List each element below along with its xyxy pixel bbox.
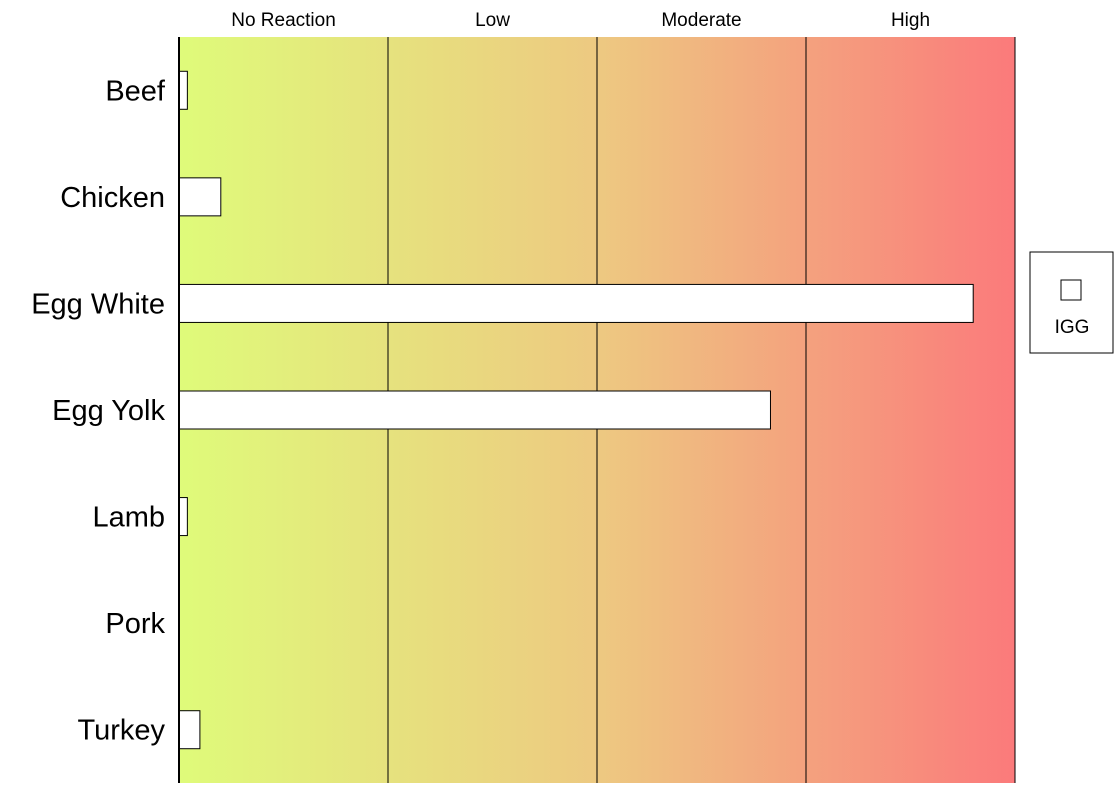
category-label: Beef xyxy=(105,75,166,107)
bar xyxy=(178,710,201,750)
band-label: No Reaction xyxy=(231,10,336,31)
band-labels: No Reaction Low Moderate High xyxy=(231,10,930,31)
category-label: Lamb xyxy=(92,502,165,534)
category-label: Chicken xyxy=(60,182,165,214)
band-label: Low xyxy=(475,10,510,31)
category-label: Pork xyxy=(105,608,165,640)
legend-box xyxy=(1029,251,1114,354)
category-label: Egg Yolk xyxy=(52,395,165,427)
legend-label: IGG xyxy=(1055,317,1090,338)
band-label: High xyxy=(891,10,930,31)
category-labels: Beef Chicken Egg White Egg Yolk Lamb Pork Turk… xyxy=(31,75,166,746)
bar xyxy=(178,390,771,430)
bar xyxy=(178,283,974,323)
bar xyxy=(178,177,222,217)
bar xyxy=(178,70,188,110)
band-label: Moderate xyxy=(661,10,741,31)
bars xyxy=(178,70,974,750)
legend-swatch xyxy=(1060,279,1082,301)
bar xyxy=(178,497,188,537)
category-label: Egg White xyxy=(31,288,165,320)
category-label: Turkey xyxy=(77,715,165,747)
legend: IGG xyxy=(1029,251,1114,354)
